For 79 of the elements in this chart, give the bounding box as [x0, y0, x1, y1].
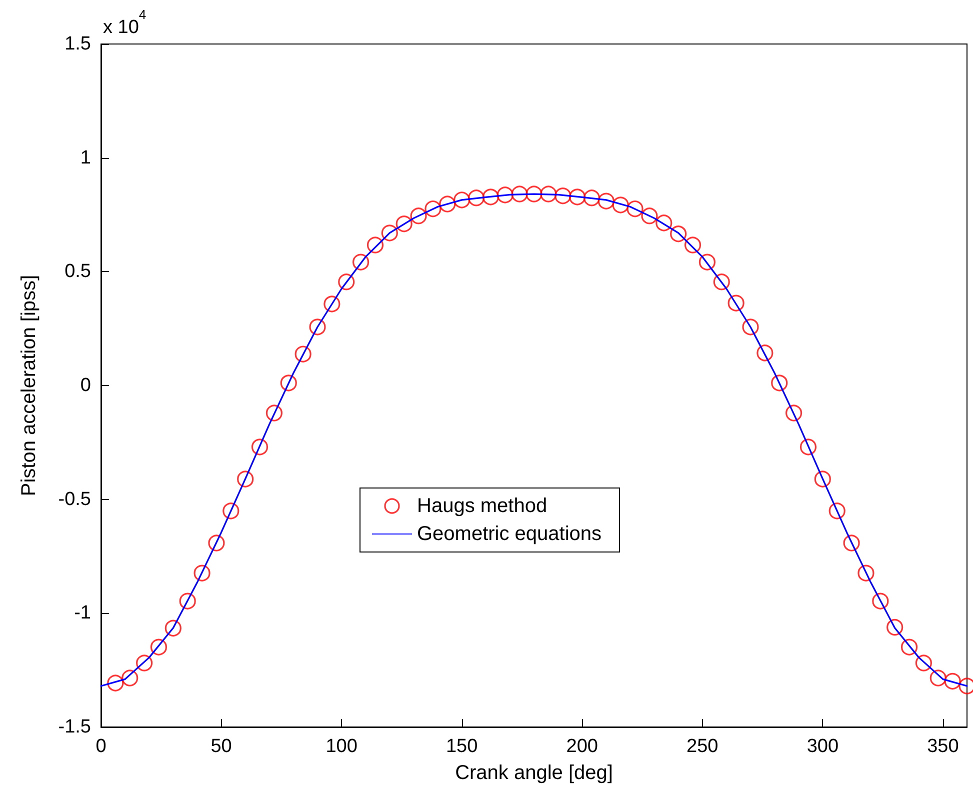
point	[684, 236, 702, 254]
x-axis-title: Crank angle [deg]	[455, 762, 613, 784]
point	[237, 470, 254, 488]
point	[540, 186, 557, 202]
point	[641, 208, 658, 224]
point	[396, 216, 412, 232]
point	[352, 254, 370, 270]
y-tick-label: 0	[80, 375, 91, 396]
point	[626, 200, 644, 218]
point	[194, 564, 210, 582]
point	[656, 214, 672, 232]
x-tick-label: 0	[96, 736, 106, 757]
line-series	[100, 193, 968, 687]
point	[482, 188, 499, 206]
point	[324, 296, 340, 312]
point	[800, 438, 817, 456]
point	[698, 254, 716, 270]
point	[164, 620, 182, 636]
point	[569, 188, 586, 206]
point	[366, 236, 384, 254]
point	[843, 534, 860, 552]
point	[598, 192, 614, 210]
point	[107, 674, 124, 692]
point	[511, 186, 528, 202]
y-tick-label: 1	[80, 147, 91, 168]
point	[208, 534, 225, 552]
point	[670, 226, 687, 242]
point	[179, 592, 196, 610]
point	[742, 318, 759, 336]
point	[728, 294, 744, 312]
point	[381, 224, 398, 242]
x-tick-label: 350	[927, 736, 959, 757]
point	[222, 502, 240, 520]
point	[439, 196, 456, 212]
point	[338, 274, 355, 290]
y-tick-label: -1	[74, 602, 91, 624]
point	[150, 638, 168, 656]
point	[872, 592, 889, 610]
x-tick-label: 50	[210, 736, 232, 757]
point	[526, 186, 542, 202]
point	[930, 670, 946, 686]
point	[828, 502, 846, 520]
point	[424, 200, 442, 218]
point	[136, 654, 153, 672]
point	[468, 190, 485, 206]
point	[309, 318, 326, 336]
point	[756, 344, 774, 362]
legend-label: Haugs method	[417, 495, 548, 517]
point	[266, 404, 282, 422]
y-tick-label: -0.5	[58, 488, 91, 510]
x-tick-label: 100	[326, 736, 358, 757]
point	[814, 470, 831, 488]
legend-label: Geometric equations	[417, 523, 602, 545]
point	[771, 374, 788, 392]
y-tick-label: -1.5	[58, 716, 91, 738]
x-tick-label: 200	[566, 736, 598, 757]
point	[583, 190, 600, 206]
y-axis-title: Piston acceleration [ipss]	[18, 274, 40, 496]
point	[612, 196, 629, 214]
point	[944, 672, 961, 690]
x-tick-label: 300	[806, 736, 839, 757]
x-tick-label: 150	[446, 736, 478, 757]
point	[554, 188, 572, 204]
point	[294, 346, 312, 362]
point	[900, 638, 918, 656]
x-tick-label: 250	[686, 736, 718, 757]
point	[122, 670, 138, 686]
point	[858, 564, 874, 582]
y-tick-label: 0.5	[64, 261, 91, 282]
point	[713, 274, 730, 290]
y-tick-label: 1.5	[64, 34, 91, 54]
point	[786, 404, 802, 422]
point	[886, 618, 904, 636]
point	[454, 192, 470, 208]
point	[251, 438, 268, 456]
point	[280, 374, 297, 392]
point	[915, 654, 932, 672]
point	[410, 208, 427, 224]
point	[496, 186, 514, 204]
